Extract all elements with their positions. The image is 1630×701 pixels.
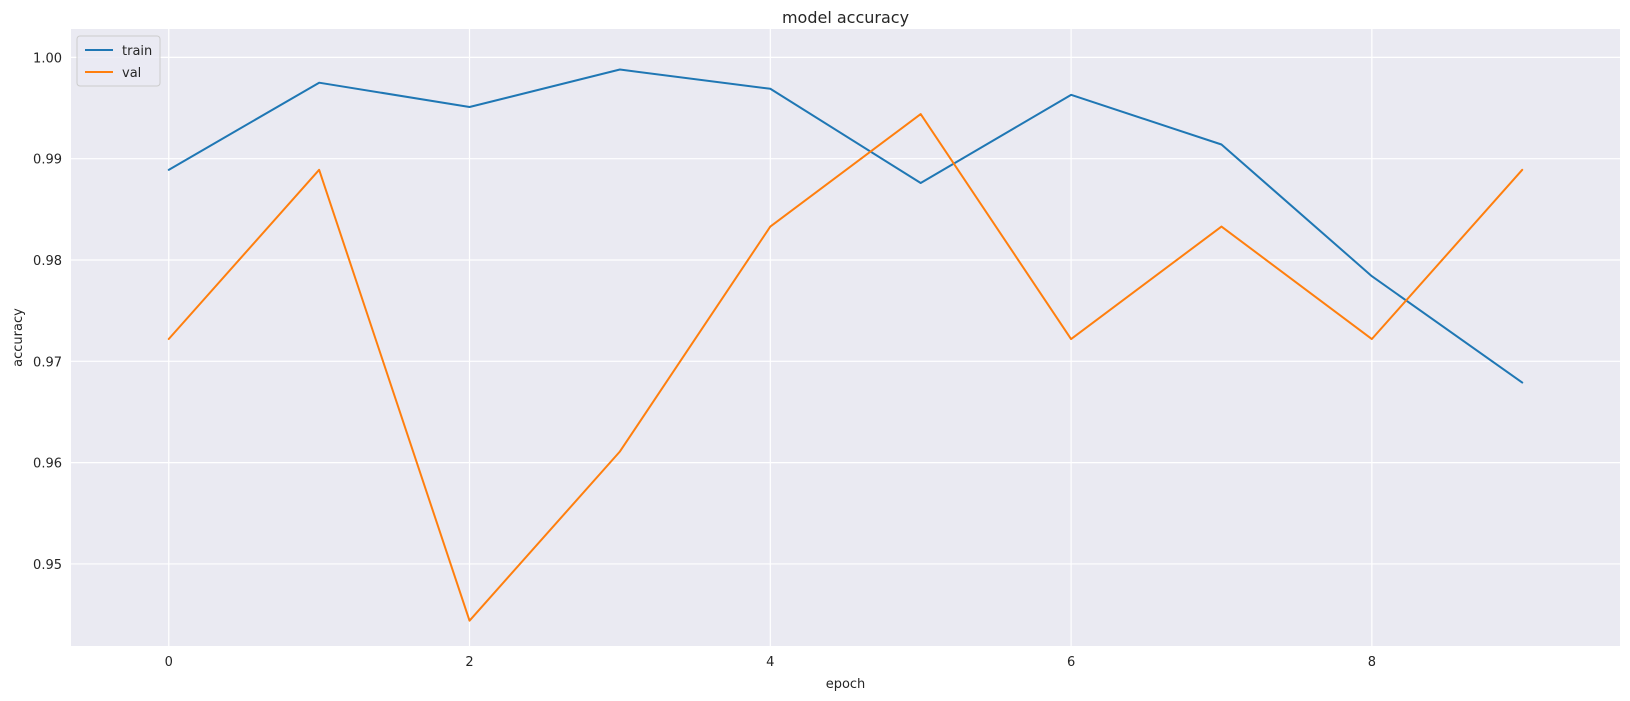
y-tick-label: 0.99 [33,153,62,168]
x-tick-label: 4 [766,655,774,670]
x-tick-label: 6 [1067,655,1075,670]
y-tick-label: 1.00 [33,51,62,66]
y-tick-label: 0.97 [33,355,62,370]
grid [71,29,1620,646]
x-tick-label: 8 [1368,655,1376,670]
y-axis-label: accuracy [11,308,26,367]
chart-title: model accuracy [782,8,909,27]
series-line-train [167,68,1524,384]
x-tick-label: 0 [165,655,173,670]
series-line-val [167,113,1524,622]
y-tick-label: 0.95 [33,558,62,573]
legend: train val [76,35,161,87]
y-tick-label: 0.96 [33,457,62,472]
legend-label-val: val [122,66,141,81]
x-tick-label: 2 [465,655,473,670]
series-layer [167,68,1524,622]
plot-background [71,29,1620,646]
x-tick-labels: 0 2 4 6 8 [165,655,1376,670]
x-axis-label: epoch [826,677,866,692]
y-tick-labels: 0.95 0.96 0.97 0.98 0.99 1.00 [33,51,62,573]
legend-box [76,35,161,87]
y-tick-label: 0.98 [33,254,62,269]
legend-label-train: train [122,44,152,59]
